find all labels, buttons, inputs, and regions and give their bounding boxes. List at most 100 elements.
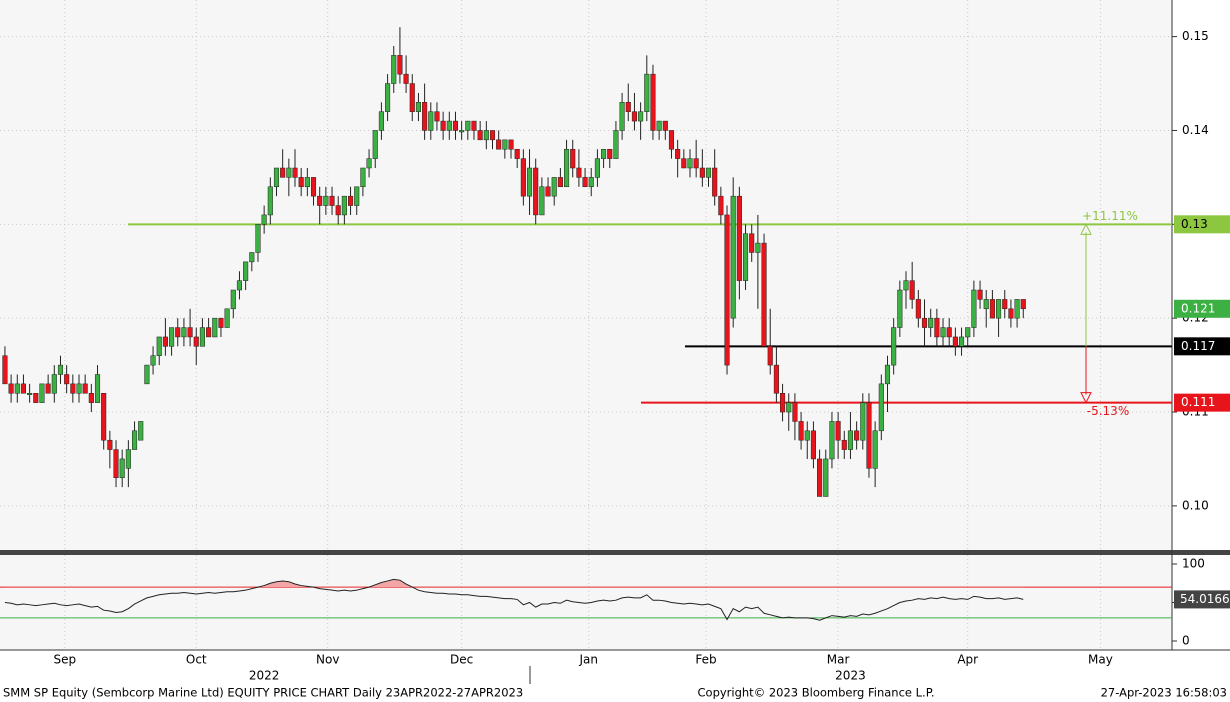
- candle-body: [952, 336, 958, 347]
- candle-body: [286, 167, 292, 178]
- candle-body: [477, 130, 483, 141]
- candle-body: [989, 299, 995, 319]
- candle-body: [724, 214, 730, 366]
- candle-body: [792, 402, 798, 422]
- year-label: 2022: [249, 669, 280, 683]
- candle-body: [533, 167, 539, 216]
- candle-body: [113, 449, 119, 478]
- candle-body: [144, 364, 150, 385]
- candle-body: [934, 317, 940, 338]
- candle-body: [601, 148, 607, 159]
- rsi-line: [4, 578, 1024, 621]
- last-price-box: [1174, 299, 1230, 318]
- rsi-value-label: 54.0166: [1180, 592, 1230, 606]
- candle-body: [150, 355, 156, 366]
- candle-body: [372, 130, 378, 159]
- candle-body: [125, 449, 131, 469]
- candle-body: [644, 73, 650, 112]
- candle-body: [884, 364, 891, 385]
- candle-body: [977, 289, 983, 300]
- candle-body: [348, 195, 354, 206]
- x-tick-label: Nov: [316, 653, 339, 667]
- candle-body: [236, 280, 243, 291]
- candle-body: [496, 139, 502, 150]
- candle-body: [780, 393, 786, 413]
- candle-body: [582, 177, 588, 188]
- candle-body: [594, 158, 600, 178]
- candle-body: [255, 224, 261, 253]
- candle-body: [847, 430, 854, 450]
- x-tick-label: Oct: [186, 653, 207, 667]
- candle-body: [1014, 299, 1020, 319]
- candle-body: [261, 214, 267, 225]
- candle-body: [681, 158, 687, 169]
- candle-body: [187, 327, 193, 338]
- candle-body: [422, 102, 428, 131]
- candle-body: [718, 195, 724, 216]
- candle-body: [440, 120, 446, 131]
- candle-body: [304, 177, 310, 188]
- candle-body: [310, 177, 317, 197]
- year-label: 2023: [835, 669, 866, 683]
- candle-body: [354, 186, 360, 206]
- candle-body: [415, 102, 421, 112]
- candle-body: [798, 421, 804, 441]
- candle-body: [983, 299, 989, 310]
- candle-body: [82, 383, 88, 394]
- candle-body: [366, 158, 372, 169]
- candle-body: [489, 130, 496, 141]
- candle-body: [946, 327, 952, 338]
- candle-body: [280, 167, 286, 178]
- candle-body: [773, 364, 779, 394]
- x-tick-label: May: [1088, 653, 1113, 667]
- panel-divider: [0, 550, 1230, 555]
- candle-body: [2, 355, 8, 385]
- candle-body: [786, 402, 792, 413]
- candle-body: [156, 336, 162, 356]
- candle-body: [650, 73, 656, 131]
- x-tick-label: Feb: [695, 653, 716, 667]
- candle-body: [465, 120, 471, 131]
- candle-body: [903, 280, 909, 291]
- candle-body: [57, 364, 64, 375]
- candle-body: [452, 120, 459, 131]
- candle-body: [860, 402, 866, 441]
- x-tick-label: Sep: [53, 653, 76, 667]
- candle-body: [138, 421, 144, 441]
- candle-body: [169, 327, 175, 347]
- candle-body: [971, 289, 977, 328]
- candle-body: [45, 383, 51, 394]
- candle-body: [539, 186, 545, 216]
- candle-body: [675, 148, 681, 159]
- candle-body: [915, 299, 921, 319]
- candle-body: [1002, 299, 1008, 310]
- candle-body: [965, 327, 971, 338]
- candle-body: [755, 242, 761, 253]
- candle-body: [545, 186, 551, 197]
- level-label: 0.117: [1181, 339, 1215, 353]
- rsi-value-box: [1174, 590, 1230, 609]
- candle-body: [909, 280, 915, 300]
- candle-body: [39, 383, 45, 403]
- candle-body: [761, 242, 767, 347]
- candle-body: [693, 158, 699, 169]
- candle-body: [199, 327, 205, 347]
- candle-body: [564, 148, 570, 188]
- candle-body: [817, 458, 823, 497]
- level-box: [1174, 215, 1230, 234]
- candle-body: [397, 55, 403, 75]
- candle-body: [181, 327, 187, 338]
- y-tick-label: 0.14: [1182, 123, 1209, 137]
- candle-body: [872, 430, 878, 469]
- candle-body: [749, 233, 755, 253]
- y-tick-label: 100: [1182, 557, 1205, 571]
- candle-body: [502, 139, 508, 150]
- candle-body: [891, 327, 897, 366]
- candle-body: [243, 261, 249, 281]
- candle-body: [712, 167, 718, 197]
- candle-body: [958, 336, 965, 347]
- candle-body: [8, 383, 14, 394]
- y-tick-label: 0.10: [1182, 498, 1209, 512]
- candle-body: [730, 195, 736, 319]
